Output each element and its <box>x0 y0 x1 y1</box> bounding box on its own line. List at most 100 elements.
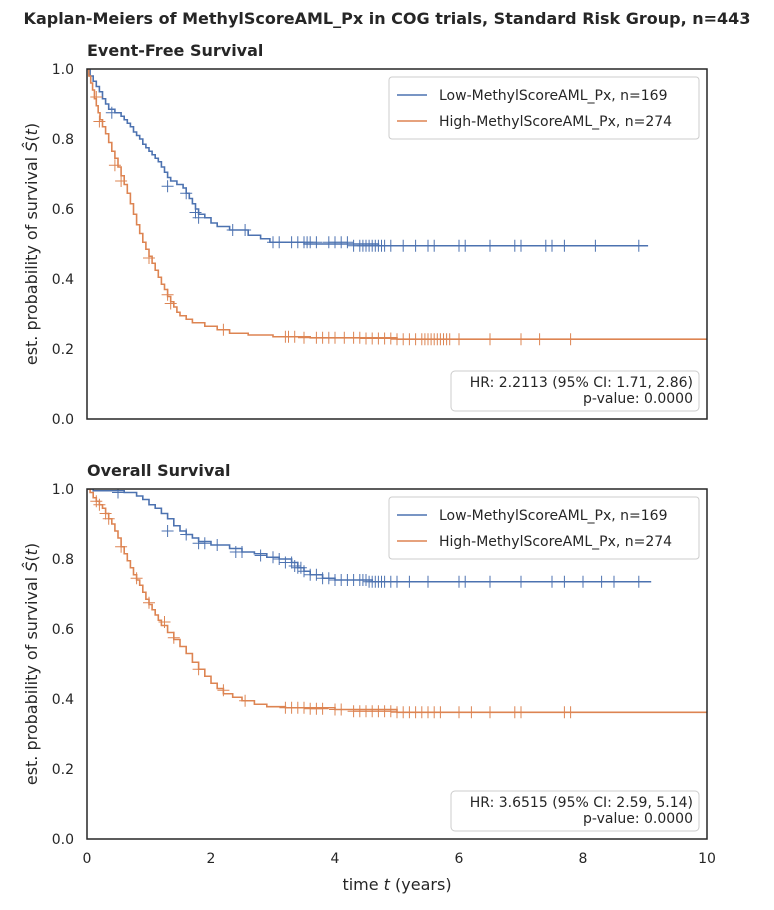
censor-mark <box>112 489 124 499</box>
censor-mark <box>397 239 410 252</box>
hr-annotation-box <box>450 370 700 412</box>
censor-mark <box>239 224 252 236</box>
legend-box <box>388 76 700 140</box>
censor-mark <box>632 575 645 588</box>
censor-mark <box>595 575 608 588</box>
y-tick-label: 0.0 <box>52 832 74 848</box>
x-tick-label: 8 <box>579 851 588 867</box>
censor-mark <box>564 706 577 719</box>
y-axis-label-part: t <box>22 128 41 135</box>
km-panel-1: Event-Free Survival 0.0 0.2 0.4 0.6 0.8 1.0 est… <box>22 41 708 428</box>
censor-mark <box>384 239 397 252</box>
censor-mark <box>161 288 174 301</box>
x-tick-label: 0 <box>83 851 92 867</box>
censor-mark <box>288 330 301 343</box>
censor-mark <box>515 706 527 719</box>
censor-mark <box>90 91 103 103</box>
censor-mark <box>515 333 527 346</box>
y-axis-label-part: Ŝ <box>22 142 41 152</box>
censor-mark <box>226 224 239 236</box>
y-tick-label: 1.0 <box>52 62 74 78</box>
censor-mark <box>93 498 106 511</box>
censor-mark <box>298 565 310 578</box>
censor-mark <box>310 236 323 249</box>
censor-mark <box>701 333 707 346</box>
censor-mark <box>546 575 558 588</box>
censor-mark <box>453 706 465 719</box>
censor-mark <box>267 551 279 564</box>
plot-area <box>87 489 707 719</box>
x-tick-label: 2 <box>207 851 216 867</box>
y-tick-label: 0.6 <box>52 622 74 638</box>
censor-mark <box>161 525 174 537</box>
censor-mark <box>143 252 155 264</box>
censor-mark <box>239 694 252 707</box>
censor-mark <box>180 187 193 200</box>
y-axis-label-part: ) <box>22 543 41 549</box>
censor-mark <box>273 236 286 249</box>
censor-mark <box>335 703 348 716</box>
censor-mark <box>515 239 527 252</box>
x-tick-label: 4 <box>331 851 340 867</box>
censor-mark <box>322 572 335 585</box>
hr-annotation-box <box>450 790 700 832</box>
censor-mark <box>93 115 106 128</box>
censor-mark <box>211 539 224 551</box>
censor-mark <box>353 331 366 344</box>
censor-mark <box>564 333 577 346</box>
censor-mark <box>558 575 571 588</box>
censor-mark <box>608 575 620 588</box>
figure-title: Kaplan-Meiers of MethylScoreAML_Px in CO… <box>24 9 751 28</box>
censor-mark <box>115 540 128 553</box>
censor-mark <box>99 507 112 520</box>
censor-mark <box>236 546 248 558</box>
censor-mark <box>161 180 174 193</box>
km-curve-low <box>87 69 649 247</box>
plot-frame <box>86 488 708 840</box>
censor-mark <box>189 206 202 219</box>
censor-mark <box>108 159 121 172</box>
legend-entry: Low-MethylScoreAML_Px, n=169 <box>439 88 667 104</box>
y-axis-label-part: t <box>22 548 41 555</box>
censor-mark <box>273 553 286 565</box>
censor-mark <box>453 333 465 346</box>
y-axis-label-part: est. probability of survival <box>22 572 41 785</box>
y-tick-label: 0.8 <box>52 552 74 568</box>
censor-mark <box>422 575 434 588</box>
censor-mark <box>546 239 558 252</box>
censor-mark <box>310 568 323 581</box>
y-axis-label-part: est. probability of survival <box>22 152 41 365</box>
censor-mark <box>192 663 205 676</box>
censor-mark <box>316 702 329 715</box>
x-tick-label: 10 <box>698 851 716 867</box>
km-panel-2: Overall Survival 0.0 0.2 0.4 0.6 0.8 1.0 0 2 4 6 8 1… <box>22 461 716 867</box>
x-axis-label: time t (years) <box>342 875 451 894</box>
km-curve-high <box>87 69 707 340</box>
censor-mark <box>589 239 602 252</box>
censor-mark <box>632 239 645 252</box>
legend-box <box>388 496 700 560</box>
x-tick-label: 6 <box>455 851 464 867</box>
censor-mark <box>403 575 416 588</box>
censor-mark <box>254 549 267 562</box>
censor-mark <box>465 706 478 719</box>
censor-mark <box>533 333 546 346</box>
censor-mark <box>180 528 193 541</box>
panel-title: Event-Free Survival <box>87 41 263 60</box>
censor-mark <box>217 684 230 697</box>
censor-mark <box>360 574 372 586</box>
censor-mark <box>167 631 180 644</box>
censor-mark <box>198 537 211 550</box>
censor-mark <box>515 575 527 588</box>
censor-mark <box>459 575 472 588</box>
hazard-ratio-text: HR: 2.2113 (95% CI: 1.71, 2.86) <box>470 375 693 391</box>
censor-mark <box>105 106 118 119</box>
censor-mark <box>484 239 496 252</box>
censor-mark <box>298 331 310 344</box>
censor-mark <box>217 323 230 336</box>
y-tick-label: 0.4 <box>52 692 74 708</box>
censor-mark <box>158 616 171 628</box>
y-tick-label: 0.6 <box>52 202 74 218</box>
